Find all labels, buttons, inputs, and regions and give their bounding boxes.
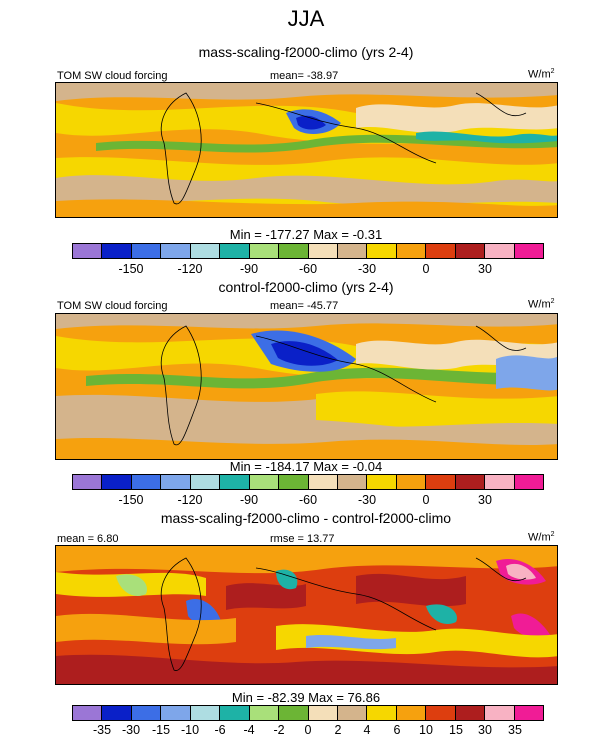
- panel3-tick: 30: [478, 723, 492, 737]
- panel3-colorbar-swatch: [190, 706, 221, 720]
- panel3-colorbar-swatch: [161, 706, 191, 720]
- panel1-tick: -90: [239, 262, 259, 276]
- panel3-colorbar-swatch: [396, 706, 427, 720]
- panel3-colorbar-swatch: [279, 706, 309, 720]
- panel3-colorbar-swatch: [514, 706, 543, 720]
- figure-title: JJA: [287, 6, 325, 31]
- panel2-tick: 30: [478, 493, 492, 507]
- panel2-mean-label: mean= -45.77: [270, 300, 339, 312]
- panel2-colorbar-swatch: [131, 475, 162, 489]
- panel1-colorbar-swatch: [161, 244, 191, 258]
- panel1-colorbar-swatch: [102, 244, 132, 258]
- panel3-tick: 2: [334, 723, 342, 737]
- panel3-title: mass-scaling-f2000-climo - control-f2000…: [160, 510, 452, 526]
- panel1-units: W/m2: [528, 68, 555, 81]
- panel2-min-max: Min = -184.17 Max = -0.04: [229, 459, 383, 474]
- panel2-colorbar-swatch: [102, 475, 132, 489]
- panel1-colorbar-swatch: [190, 244, 221, 258]
- panel3-tick: 6: [393, 723, 401, 737]
- panel1-colorbar-swatch: [514, 244, 543, 258]
- panel3-colorbar-swatch: [220, 706, 250, 720]
- panel3-tick: 0: [304, 723, 312, 737]
- panel1-tick: -120: [177, 262, 203, 276]
- panel1-colorbar-swatch: [249, 244, 280, 258]
- panel3-colorbar-swatch: [102, 706, 132, 720]
- panel3-colorbar-swatch: [455, 706, 486, 720]
- panel2-tick: -150: [118, 493, 144, 507]
- panel2-colorbar-swatch: [367, 475, 397, 489]
- panel1-colorbar-swatch: [455, 244, 486, 258]
- panel1-min-max: Min = -177.27 Max = -0.31: [229, 227, 383, 242]
- panel1-map: [55, 82, 558, 218]
- panel3-tick: -6: [214, 723, 226, 737]
- panel3-colorbar: [72, 705, 544, 721]
- panel1-mean-label: mean= -38.97: [270, 70, 339, 82]
- panel1-colorbar-swatch: [396, 244, 427, 258]
- panel2-tick: -120: [177, 493, 203, 507]
- panel2-colorbar-swatch: [485, 475, 515, 489]
- panel1-colorbar-swatch: [131, 244, 162, 258]
- panel3-colorbar-swatch: [367, 706, 397, 720]
- panel2-colorbar-swatch: [220, 475, 250, 489]
- panel3-colorbar-swatch: [308, 706, 338, 720]
- panel3-rmse-label: rmse = 13.77: [270, 533, 335, 545]
- panel3-colorbar-swatch: [249, 706, 280, 720]
- panel3-tick: 4: [363, 723, 371, 737]
- panel3-colorbar-swatch: [73, 706, 103, 720]
- panel2-colorbar-swatch: [514, 475, 543, 489]
- panel3-tick: -2: [273, 723, 285, 737]
- panel3-units: W/m2: [528, 531, 555, 544]
- panel2-colorbar-swatch: [455, 475, 486, 489]
- panel3-colorbar-swatch: [337, 706, 368, 720]
- panel1-tick: 30: [478, 262, 492, 276]
- panel2-colorbar-swatch: [308, 475, 338, 489]
- panel3-tick: 15: [449, 723, 463, 737]
- panel2-units: W/m2: [528, 298, 555, 311]
- panel2-tick: -60: [298, 493, 318, 507]
- panel2-colorbar-swatch: [337, 475, 368, 489]
- panel3-tick: -4: [243, 723, 255, 737]
- panel3-tick: 35: [508, 723, 522, 737]
- panel3-mean-label: mean = 6.80: [57, 533, 119, 545]
- panel2-colorbar-swatch: [190, 475, 221, 489]
- panel1-colorbar-swatch: [367, 244, 397, 258]
- panel1-tick: 0: [422, 262, 430, 276]
- panel2-colorbar-swatch: [73, 475, 103, 489]
- panel1-title: mass-scaling-f2000-climo (yrs 2-4): [198, 44, 414, 60]
- panel2-colorbar-swatch: [161, 475, 191, 489]
- panel1-colorbar-swatch: [485, 244, 515, 258]
- panel3-map: [55, 545, 558, 685]
- panel3-colorbar-swatch: [426, 706, 456, 720]
- panel1-colorbar-swatch: [337, 244, 368, 258]
- panel2-title: control-f2000-climo (yrs 2-4): [218, 279, 394, 295]
- panel1-variable-label: TOM SW cloud forcing: [57, 70, 168, 82]
- panel3-colorbar-swatch: [131, 706, 162, 720]
- panel1-colorbar-swatch: [220, 244, 250, 258]
- panel3-tick: -15: [151, 723, 171, 737]
- panel1-colorbar-swatch: [308, 244, 338, 258]
- panel3-tick: 10: [419, 723, 433, 737]
- panel1-colorbar-swatch: [279, 244, 309, 258]
- panel3-tick: -10: [180, 723, 200, 737]
- panel2-colorbar-swatch: [396, 475, 427, 489]
- panel2-variable-label: TOM SW cloud forcing: [57, 300, 168, 312]
- panel2-colorbar: [72, 474, 544, 490]
- panel3-colorbar-swatch: [485, 706, 515, 720]
- panel2-map: [55, 313, 558, 460]
- panel3-tick: -30: [121, 723, 141, 737]
- panel2-colorbar-swatch: [279, 475, 309, 489]
- panel3-min-max: Min = -82.39 Max = 76.86: [231, 690, 381, 705]
- panel1-tick: -60: [298, 262, 318, 276]
- panel2-colorbar-swatch: [249, 475, 280, 489]
- panel1-colorbar: [72, 243, 544, 259]
- panel1-colorbar-swatch: [73, 244, 103, 258]
- panel1-colorbar-swatch: [426, 244, 456, 258]
- panel2-tick: 0: [422, 493, 430, 507]
- panel2-tick: -90: [239, 493, 259, 507]
- panel2-tick: -30: [357, 493, 377, 507]
- panel2-colorbar-swatch: [426, 475, 456, 489]
- panel1-tick: -150: [118, 262, 144, 276]
- panel1-tick: -30: [357, 262, 377, 276]
- panel3-tick: -35: [92, 723, 112, 737]
